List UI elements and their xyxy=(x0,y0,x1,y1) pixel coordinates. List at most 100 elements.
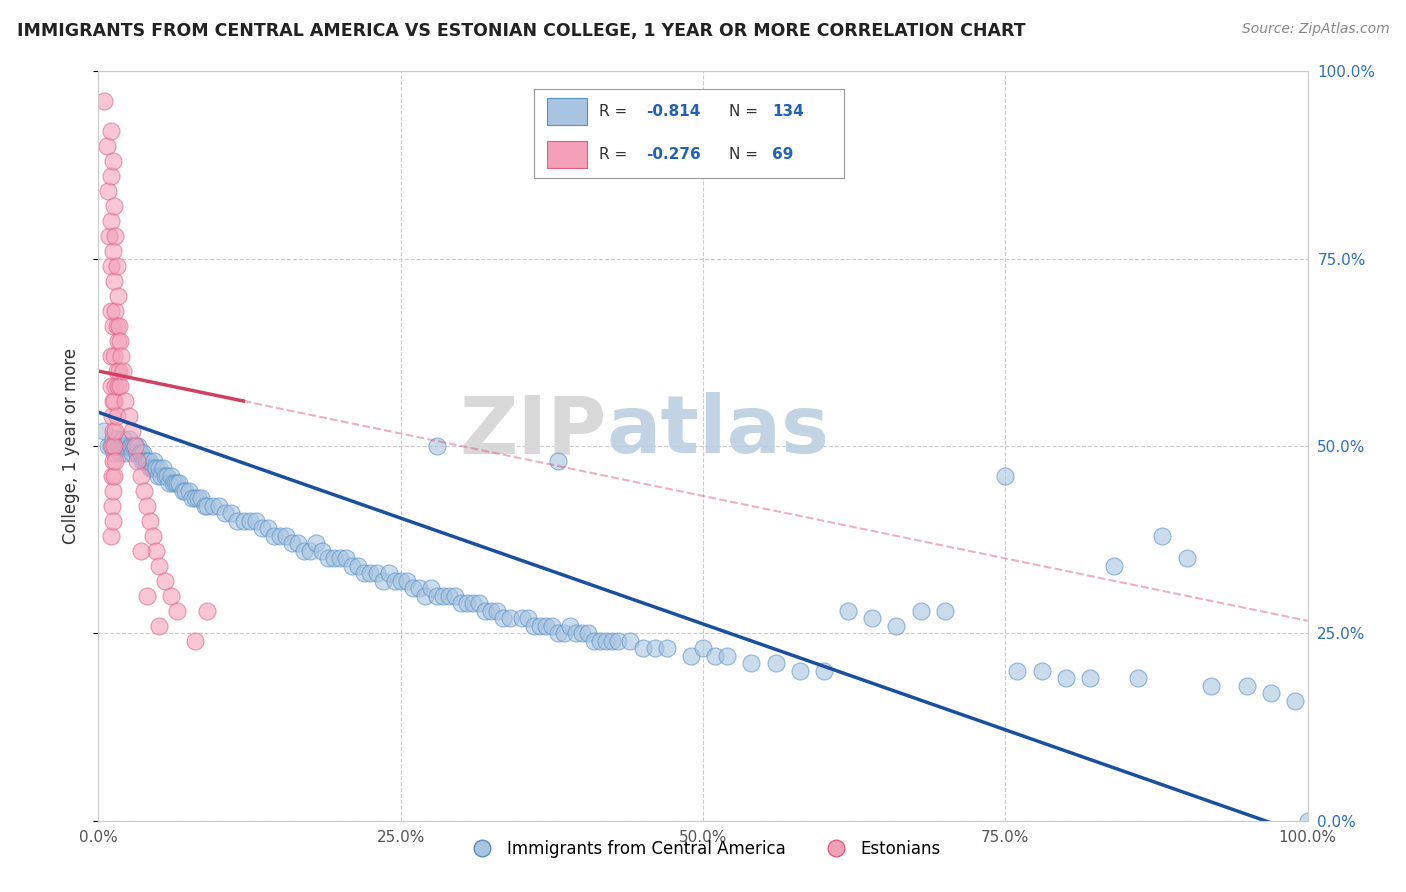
Point xyxy=(101,454,124,468)
Point xyxy=(437,589,460,603)
Point xyxy=(221,507,243,521)
Point xyxy=(101,432,124,446)
Point xyxy=(100,439,122,453)
Point xyxy=(98,229,121,244)
Text: N =: N = xyxy=(730,147,763,161)
Y-axis label: College, 1 year or more: College, 1 year or more xyxy=(62,348,80,544)
Point xyxy=(353,566,375,581)
Point xyxy=(97,439,120,453)
Point xyxy=(143,454,166,468)
Point xyxy=(631,641,654,656)
Point xyxy=(103,446,125,460)
Point xyxy=(432,589,454,603)
Point xyxy=(450,596,472,610)
Point xyxy=(153,469,176,483)
Point xyxy=(239,514,262,528)
Point xyxy=(589,633,612,648)
Point xyxy=(679,648,702,663)
Point xyxy=(886,619,908,633)
Point xyxy=(108,334,131,348)
Point xyxy=(463,596,485,610)
Point xyxy=(100,439,122,453)
Point xyxy=(108,319,131,334)
Point xyxy=(96,139,118,153)
Point xyxy=(127,446,149,460)
Point xyxy=(195,499,218,513)
Point xyxy=(110,349,132,363)
Point xyxy=(934,604,956,618)
Point xyxy=(184,633,207,648)
Point xyxy=(111,432,134,446)
Point xyxy=(547,626,569,640)
Point xyxy=(655,641,678,656)
Point xyxy=(134,483,156,498)
Point xyxy=(153,574,176,588)
Point xyxy=(342,558,364,573)
Point xyxy=(1054,671,1077,685)
Point xyxy=(129,446,152,460)
Point xyxy=(1152,529,1174,543)
Point xyxy=(118,409,141,423)
Point xyxy=(184,491,207,506)
Point xyxy=(558,619,581,633)
Point xyxy=(329,551,352,566)
Point xyxy=(704,648,727,663)
Point xyxy=(110,439,132,453)
Point xyxy=(426,589,449,603)
Point xyxy=(114,394,136,409)
Point xyxy=(104,454,127,468)
Text: 69: 69 xyxy=(772,147,794,161)
Point xyxy=(101,319,124,334)
Point xyxy=(108,446,131,460)
Point xyxy=(360,566,382,581)
Point xyxy=(583,633,606,648)
Point xyxy=(190,491,212,506)
Point xyxy=(117,439,139,453)
Point xyxy=(813,664,835,678)
Point xyxy=(120,439,142,453)
Point xyxy=(101,483,124,498)
Point xyxy=(384,574,406,588)
Point xyxy=(131,454,153,468)
Point xyxy=(118,439,141,453)
Point xyxy=(232,514,254,528)
Point xyxy=(142,461,165,475)
Point xyxy=(108,439,131,453)
Point xyxy=(143,461,166,475)
Point xyxy=(105,409,128,423)
Point xyxy=(740,657,762,671)
Point xyxy=(121,446,143,460)
Point xyxy=(128,446,150,460)
Point xyxy=(274,529,297,543)
Point xyxy=(107,289,129,303)
Point xyxy=(281,536,304,550)
Point xyxy=(100,259,122,273)
Point xyxy=(323,551,346,566)
Point xyxy=(101,394,124,409)
Point xyxy=(100,469,122,483)
Point xyxy=(607,633,630,648)
Text: -0.276: -0.276 xyxy=(645,147,700,161)
Text: ZIP: ZIP xyxy=(458,392,606,470)
Point xyxy=(910,604,932,618)
Point xyxy=(127,439,149,453)
Point xyxy=(287,536,309,550)
Point xyxy=(135,454,157,468)
Point xyxy=(195,604,218,618)
Point xyxy=(486,604,509,618)
Point xyxy=(97,184,120,198)
Point xyxy=(172,483,194,498)
Point xyxy=(187,491,209,506)
Point xyxy=(250,521,273,535)
Point xyxy=(105,364,128,378)
Point xyxy=(408,582,430,596)
Point xyxy=(377,566,399,581)
Point xyxy=(169,476,191,491)
Point xyxy=(413,589,436,603)
Point xyxy=(619,633,641,648)
Text: R =: R = xyxy=(599,104,633,119)
Point xyxy=(716,648,738,663)
Point xyxy=(1128,671,1150,685)
Point xyxy=(100,529,122,543)
Point xyxy=(103,349,125,363)
